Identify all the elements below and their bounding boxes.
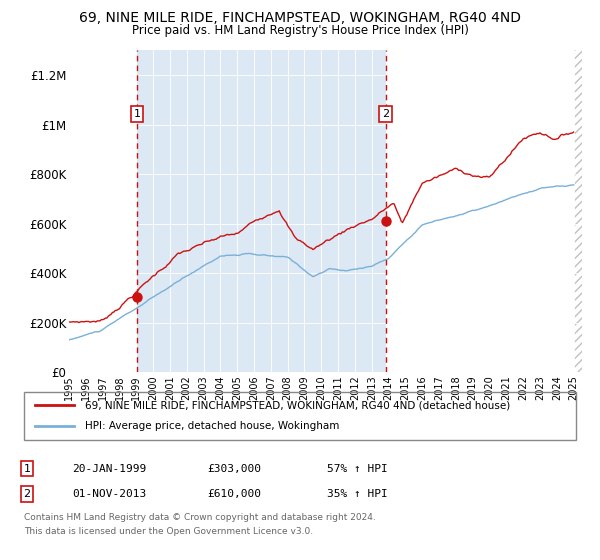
Bar: [69, 50, 137, 372]
Text: Contains HM Land Registry data © Crown copyright and database right 2024.: Contains HM Land Registry data © Crown c…: [24, 513, 376, 522]
Text: £610,000: £610,000: [207, 489, 261, 499]
Text: Price paid vs. HM Land Registry's House Price Index (HPI): Price paid vs. HM Land Registry's House …: [131, 24, 469, 37]
Text: 35% ↑ HPI: 35% ↑ HPI: [327, 489, 388, 499]
Bar: [137, 50, 386, 372]
Text: 01-NOV-2013: 01-NOV-2013: [72, 489, 146, 499]
Text: 69, NINE MILE RIDE, FINCHAMPSTEAD, WOKINGHAM, RG40 4ND (detached house): 69, NINE MILE RIDE, FINCHAMPSTEAD, WOKIN…: [85, 400, 510, 410]
Text: 2: 2: [382, 109, 389, 119]
Text: 1: 1: [23, 464, 31, 474]
Text: 57% ↑ HPI: 57% ↑ HPI: [327, 464, 388, 474]
Bar: [386, 50, 574, 372]
Text: 20-JAN-1999: 20-JAN-1999: [72, 464, 146, 474]
Text: 1: 1: [134, 109, 140, 119]
Text: 69, NINE MILE RIDE, FINCHAMPSTEAD, WOKINGHAM, RG40 4ND: 69, NINE MILE RIDE, FINCHAMPSTEAD, WOKIN…: [79, 11, 521, 25]
Text: 2: 2: [23, 489, 31, 499]
Text: £303,000: £303,000: [207, 464, 261, 474]
Text: HPI: Average price, detached house, Wokingham: HPI: Average price, detached house, Woki…: [85, 421, 339, 431]
Text: This data is licensed under the Open Government Licence v3.0.: This data is licensed under the Open Gov…: [24, 526, 313, 536]
